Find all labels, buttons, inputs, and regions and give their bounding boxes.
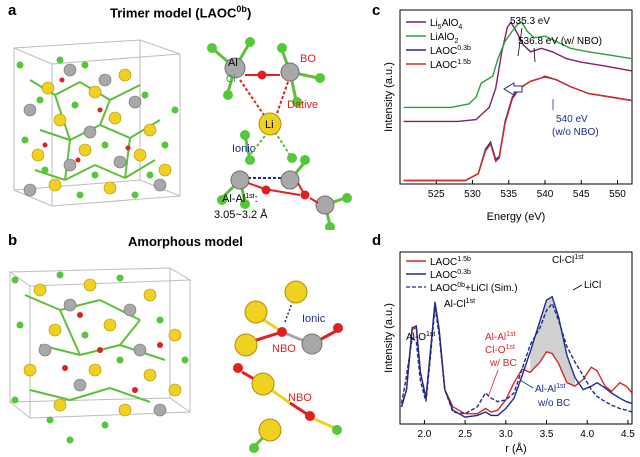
chart-c-ann-arrow1 <box>517 27 523 57</box>
label-al: Al <box>228 57 238 69</box>
chart-c-ann-peak1: 535.3 eV <box>510 16 550 27</box>
x-tick-label: 545 <box>573 189 590 200</box>
chart-d-xlabel: r (Å) <box>505 442 526 455</box>
label-alal-distance: Al-Al1st: <box>222 193 258 205</box>
chart-d-series <box>400 295 633 418</box>
label-li: Li <box>265 119 274 131</box>
x-tick-label: 550 <box>609 189 626 200</box>
x-tick-label: 530 <box>464 189 481 200</box>
chart-c-hollow-arrow <box>503 82 523 96</box>
chart-d-ann-nobc-1: Al-Al1st <box>535 383 566 395</box>
legend-d-0: LAOC1.5b <box>430 256 471 268</box>
legend-d-1: LAOC0.3b <box>430 269 471 281</box>
yellow-atoms-a <box>31 68 172 195</box>
trimer-al-atoms <box>224 57 335 215</box>
chart-d-ann-licl: LiCl <box>584 280 601 291</box>
chart-c-x-ticks: 525 530 535 540 545 550 <box>428 180 626 200</box>
green-atoms-b <box>11 271 189 444</box>
red-atoms-a <box>42 77 131 163</box>
legend-c-1: LiAlO2 <box>430 32 458 45</box>
x-tick-label: 3.5 <box>540 429 554 440</box>
label-cl: Cl <box>226 74 235 85</box>
green-atoms-a <box>16 56 179 199</box>
label-ionic-a: Ionic <box>232 143 256 155</box>
red-atoms-b <box>62 312 163 393</box>
chart-c-ann-peak2: 536.8 eV (w/ NBO) <box>518 36 602 47</box>
chart-d-ylabel: Intensity (a.u.) <box>383 303 395 373</box>
panel-b-title: Amorphous model <box>128 234 243 249</box>
panel-label-d: d <box>372 232 382 249</box>
chart-d: 2.0 2.5 3.0 3.5 4.0 4.5 r (Å) Intensity (a.u.… <box>383 251 635 455</box>
label-nbo-top: NBO <box>272 343 296 355</box>
x-tick-label: 540 <box>537 189 554 200</box>
chart-d-frame <box>399 251 633 425</box>
x-tick-label: 4.0 <box>580 429 594 440</box>
x-tick-label: 535 <box>500 189 517 200</box>
chart-d-ann-bc-2: Cl-O1st <box>485 344 515 356</box>
label-dative: Dative <box>287 99 318 111</box>
chart-c: 525 530 535 540 545 550 Energy (eV) Intensity… <box>383 9 633 223</box>
chart-c-ylabel: Intensity (a.u.) <box>383 62 395 132</box>
chart-c-ann-peak3a: 540 eV <box>556 114 588 125</box>
atom-cluster-a <box>29 79 161 181</box>
chart-d-ann-alcl: Al-Cl1st <box>444 298 475 310</box>
chart-d-ann-nobc-2: w/o BC <box>537 398 570 409</box>
chart-d-ann-bc-3: w/ BC <box>489 358 517 369</box>
trimer-cl-atoms <box>207 37 352 230</box>
label-bo: BO <box>300 53 316 65</box>
chart-d-shaded-area <box>530 296 575 387</box>
legend-c-2: LAOC0.3b <box>430 45 471 57</box>
chart-c-frame <box>399 9 633 185</box>
nbo-detail-top <box>234 280 343 357</box>
chart-d-legend: LAOC1.5b LAOC0.3b LAOC0b+LiCl (Sim.) <box>406 256 518 294</box>
chart-c-ann-peak3b: (w/o NBO) <box>552 127 599 138</box>
trimer-dotted-bonds <box>239 79 291 179</box>
series-line-3 <box>403 75 633 182</box>
legend-d-2: LAOC0b+LiCl (Sim.) <box>430 282 518 294</box>
nbo-detail-bottom <box>233 363 342 453</box>
chart-c-series <box>403 20 633 182</box>
label-alal-range: 3.05~3.2 Å <box>214 208 268 221</box>
series-line-1 <box>403 21 633 109</box>
bonds-b <box>24 294 166 403</box>
gray-atoms-b <box>38 298 167 417</box>
legend-c-3: LAOC1.5b <box>430 59 471 71</box>
chart-c-xlabel: Energy (eV) <box>487 211 546 223</box>
label-nbo-bottom: NBO <box>288 392 312 404</box>
gray-atoms-a <box>23 63 167 197</box>
chart-d-bc-arrow <box>487 369 499 398</box>
chart-d-x-ticks: 2.0 2.5 3.0 3.5 4.0 4.5 <box>417 420 635 440</box>
chart-c-legend: Li5AlO4 LiAlO2 LAOC0.3b LAOC1.5b <box>406 18 471 71</box>
panel-a-figure: Al Cl Li BO Dative Ionic Al-Al1st: 3.05~… <box>13 37 352 230</box>
panel-a-title: Trimer model (LAOC0b) <box>110 4 252 21</box>
series-line-2 <box>400 302 633 415</box>
chart-c-ann-arrow2 <box>533 47 536 63</box>
panel-label-b: b <box>8 232 18 249</box>
chart-d-ann-bc-1: Al-Al1st <box>485 331 516 343</box>
panel-b-figure: Ionic NBO NBO <box>8 267 343 453</box>
panel-label-c: c <box>372 2 381 19</box>
label-ionic-b: Ionic <box>302 313 326 325</box>
yellow-atoms-b <box>23 278 182 417</box>
chart-d-nobc-arrow <box>519 379 534 389</box>
x-tick-label: 2.5 <box>458 429 472 440</box>
x-tick-label: 3.0 <box>499 429 513 440</box>
legend-c-0: Li5AlO4 <box>430 18 462 31</box>
trimer-li-atom <box>258 112 282 136</box>
x-tick-label: 2.0 <box>417 429 431 440</box>
chart-d-licl-pointer <box>572 284 583 291</box>
chart-d-ann-alo: Al-O1st <box>406 331 435 343</box>
trimer-o-atoms <box>257 70 310 200</box>
shaded-difference <box>530 296 575 387</box>
chart-d-ann-clcl: Cl-Cl1st <box>552 254 584 266</box>
panel-label-a: a <box>8 2 17 19</box>
series-line-0 <box>403 20 633 123</box>
x-tick-label: 4.5 <box>621 429 635 440</box>
x-tick-label: 525 <box>428 189 445 200</box>
